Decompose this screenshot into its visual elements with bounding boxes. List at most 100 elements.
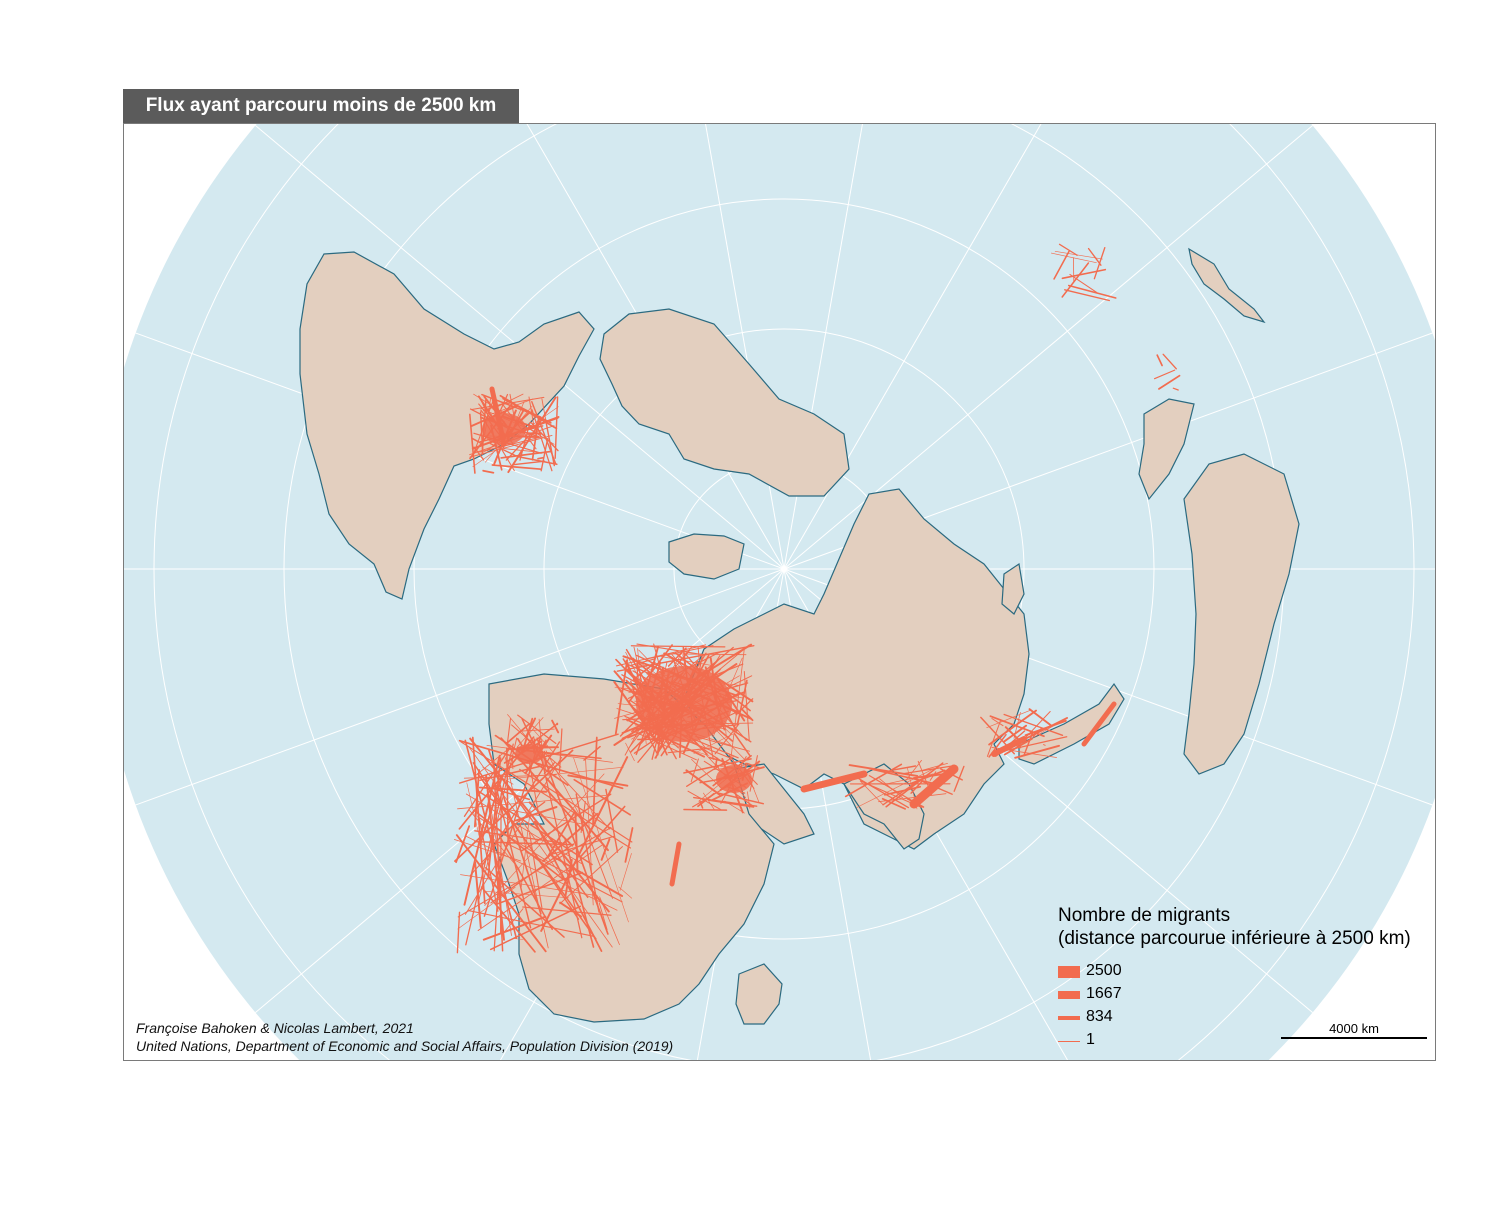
flow-line xyxy=(488,795,512,936)
sumatra-borneo xyxy=(1018,682,1125,765)
flow-line xyxy=(489,442,517,457)
legend-label: 834 xyxy=(1086,1008,1113,1025)
flow-line xyxy=(991,718,1004,727)
flow-line xyxy=(883,785,922,796)
flow-line xyxy=(455,825,471,864)
flow-line xyxy=(513,938,524,940)
flow-line xyxy=(532,729,554,753)
flow-line xyxy=(889,765,917,772)
flow-line xyxy=(530,421,559,452)
flow-line xyxy=(707,799,755,808)
flow-line xyxy=(460,741,632,849)
flow-line xyxy=(690,758,699,783)
flow-line xyxy=(743,670,750,741)
flow-line xyxy=(525,717,537,738)
scale-bar-line xyxy=(1281,1037,1427,1039)
flow-line xyxy=(480,886,536,953)
legend-swatch xyxy=(1058,966,1080,978)
flow-line xyxy=(725,726,727,736)
meridian-line xyxy=(124,124,785,570)
flow-line xyxy=(499,394,558,430)
flow-line xyxy=(639,734,710,756)
flow-line xyxy=(457,826,612,918)
flow-line xyxy=(625,742,635,762)
flow-line xyxy=(1003,724,1028,743)
flow-line xyxy=(1067,284,1117,299)
flow-line xyxy=(501,840,522,851)
flow-line xyxy=(482,469,495,474)
madagascar xyxy=(735,963,783,1025)
flow-line xyxy=(851,774,910,809)
flow-line xyxy=(683,808,728,811)
flow-line xyxy=(614,659,629,735)
flow-line xyxy=(1058,243,1078,256)
flow-line xyxy=(489,905,582,951)
flow-line xyxy=(1003,713,1064,736)
flow-line xyxy=(541,398,547,425)
flow-line xyxy=(488,749,542,915)
flow-line xyxy=(468,910,595,937)
flow-line xyxy=(558,728,563,774)
credits-author: Françoise Bahoken & Nicolas Lambert, 202… xyxy=(136,1020,414,1036)
flow-line xyxy=(733,732,751,756)
flow-line xyxy=(537,456,545,460)
flow-line xyxy=(528,396,535,427)
flow-line xyxy=(484,867,565,938)
scale-bar-label: 4000 km xyxy=(1329,1021,1379,1036)
flow-major-southasia xyxy=(909,764,959,809)
flow-line xyxy=(616,645,755,672)
flow-line xyxy=(502,801,546,834)
flow-line xyxy=(545,750,593,839)
flow-line xyxy=(507,714,552,768)
flow-line xyxy=(502,908,524,935)
flow-major-africa xyxy=(669,841,682,887)
flow-line xyxy=(469,737,610,913)
flow-line xyxy=(473,769,481,828)
flow-line xyxy=(585,757,594,906)
legend: Nombre de migrants (distance parcourue i… xyxy=(1058,904,1411,1052)
flow-line xyxy=(918,762,948,772)
flow-line xyxy=(734,696,744,699)
flow-line xyxy=(540,756,583,939)
meridian-line xyxy=(783,260,1435,570)
legend-swatch xyxy=(1058,1041,1080,1042)
flow-line xyxy=(1050,252,1097,264)
flow-line xyxy=(630,645,726,648)
flow-line xyxy=(469,413,476,474)
flow-line xyxy=(1003,737,1033,756)
flow-line xyxy=(730,647,745,762)
flow-line xyxy=(516,717,544,748)
flow-line xyxy=(529,832,543,910)
flow-line xyxy=(528,801,574,847)
flow-line xyxy=(531,409,553,472)
legend-item: 1 xyxy=(1058,1029,1411,1052)
flow-line xyxy=(469,434,553,458)
flow-line xyxy=(477,816,549,863)
flow-line xyxy=(736,679,748,725)
flow-line xyxy=(856,768,934,808)
flow-line xyxy=(456,911,461,954)
flow-line xyxy=(699,800,704,809)
legend-swatch xyxy=(1058,991,1080,999)
legend-subtitle: (distance parcourue inférieure à 2500 km… xyxy=(1058,928,1411,949)
flow-line xyxy=(534,820,603,952)
flow-line xyxy=(519,768,633,843)
flow-line xyxy=(905,759,922,781)
flow-line xyxy=(724,800,745,814)
flow-line xyxy=(472,762,580,920)
flow-line xyxy=(579,805,626,858)
flow-line xyxy=(468,746,613,948)
flow-major-mideast xyxy=(800,770,868,793)
flow-line xyxy=(746,791,751,809)
flow-line xyxy=(1054,250,1103,260)
flow-line xyxy=(859,780,884,806)
flow-line xyxy=(600,838,611,861)
flow-line xyxy=(503,448,538,453)
flow-line xyxy=(471,437,481,444)
new-guinea xyxy=(1138,398,1195,501)
flow-line xyxy=(519,728,555,732)
flow-major-seasia xyxy=(991,736,1027,757)
flow-line xyxy=(988,709,1037,746)
flow-line xyxy=(480,741,561,868)
flow-line xyxy=(848,764,919,777)
